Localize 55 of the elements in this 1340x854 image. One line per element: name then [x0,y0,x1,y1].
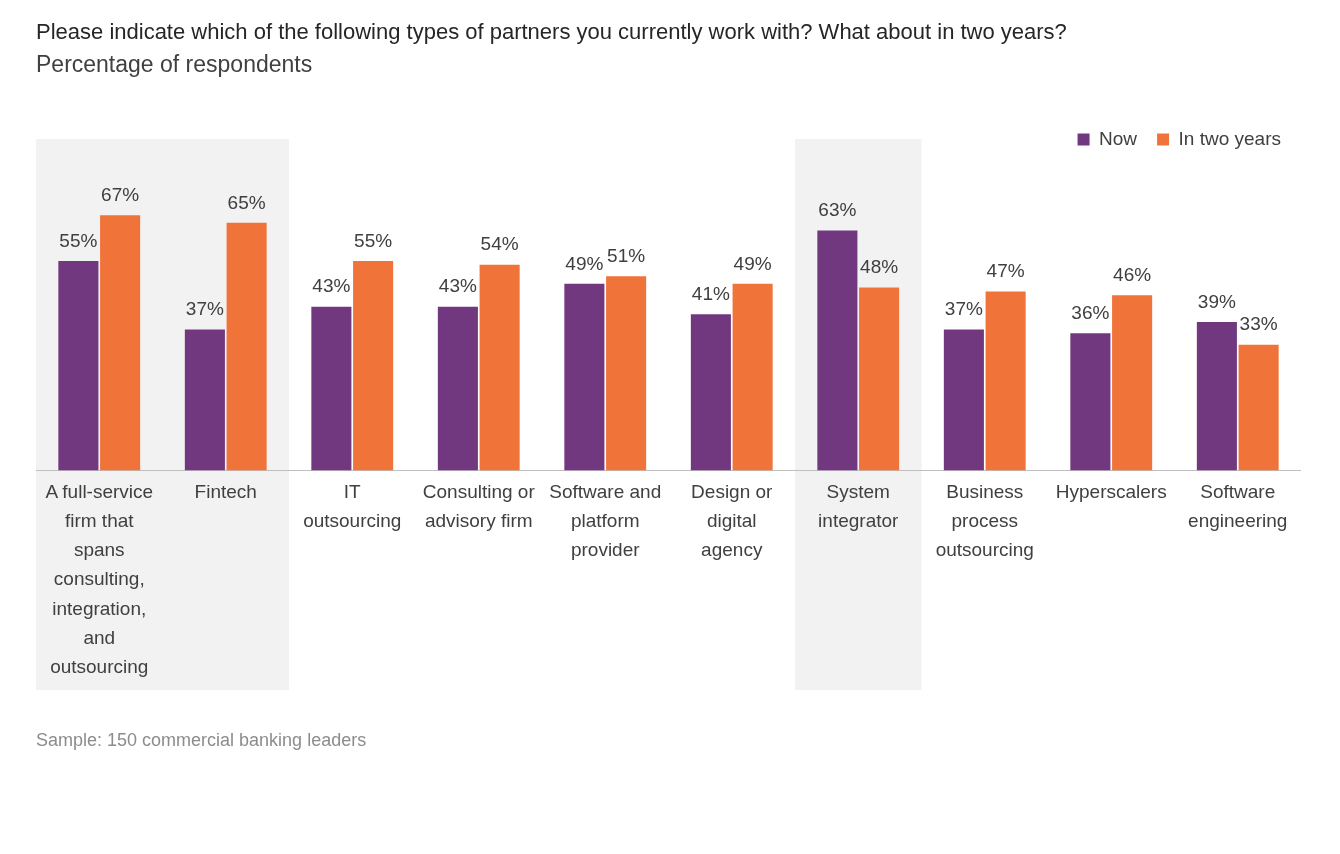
x-tick-label: Business process outsourcing [935,481,1034,561]
bar [311,306,352,471]
data-label: 49% [565,252,604,274]
bar [690,314,731,471]
data-label: 49% [733,252,772,274]
x-tick-label: Hyperscalers [1055,481,1167,503]
bar [226,222,267,471]
data-label: 67% [101,183,140,205]
x-tick-label: A full-service firm that spans consulting, integration, and outsourcing [45,481,154,677]
chart-title: Please indicate which of the following types of partners you currently work with? What about in two years? [36,18,1068,46]
legend-label: Now [1099,127,1138,149]
bar [1070,333,1111,471]
data-label: 51% [607,244,646,266]
bar [859,287,900,471]
data-label: 33% [1239,313,1278,335]
x-tick-label: Software and platform provider [549,481,662,561]
data-label: 41% [691,282,730,304]
bar [479,264,520,471]
bar [437,306,478,471]
x-tick-label: Fintech [194,481,257,503]
bar [817,230,858,471]
x-tick-label: System integrator [818,481,900,532]
bar [1238,344,1279,471]
data-label: 39% [1197,290,1236,312]
bar [184,329,225,471]
data-label: 65% [227,191,266,213]
data-label: 43% [438,275,477,297]
bar [100,215,141,471]
x-tick-label: Design or digital agency [691,481,774,561]
data-label: 43% [312,275,351,297]
data-label: 37% [944,298,983,320]
bar [985,291,1026,471]
bar [943,329,984,471]
data-label: 37% [185,298,224,320]
bar [732,283,773,471]
x-tick-label: Consulting or advisory firm [422,481,536,532]
text: Sample: 150 commercial banking leaders [36,729,368,752]
data-label: 36% [1071,302,1110,324]
data-label: 55% [354,229,393,251]
x-tick-label: Software engineering [1188,481,1288,532]
legend-label: In two years [1178,127,1282,149]
data-label: 47% [986,260,1025,282]
bar [1196,321,1237,471]
bar [564,283,605,471]
data-label: 46% [1113,263,1152,285]
bar [353,260,394,471]
chart-subtitle: Percentage of respondents [36,51,314,78]
bar [58,260,99,471]
data-label: 48% [860,256,899,278]
data-label: 54% [480,233,519,255]
bar [606,276,647,471]
bar [1112,295,1153,471]
data-label: 55% [59,229,98,251]
data-label: 63% [818,199,857,221]
x-tick-label: IT outsourcing [303,481,402,532]
